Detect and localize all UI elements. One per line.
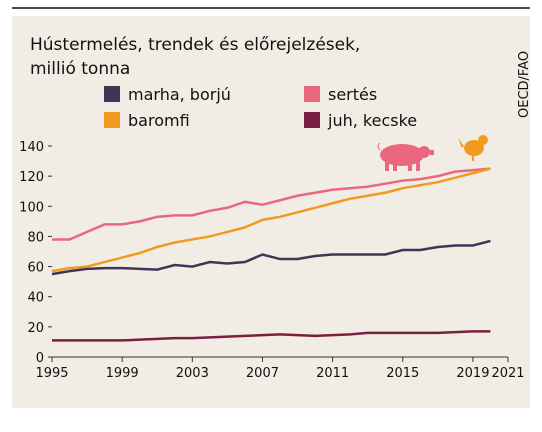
y-tick-label: 40 [27, 291, 44, 306]
chart-title: millió tonna [30, 59, 130, 79]
y-tick-label: 140 [19, 140, 44, 155]
chicken-icon [458, 135, 488, 161]
chart-title: Hústermelés, trendek és előrejelzések, [30, 35, 360, 55]
y-tick-label: 100 [19, 200, 44, 215]
x-tick-label: 2003 [176, 366, 209, 381]
y-tick-label: 120 [19, 170, 44, 185]
series-line [51, 167, 491, 273]
legend-swatch [104, 112, 120, 128]
x-tick-label: 1995 [35, 366, 68, 381]
y-tick-label: 0 [36, 351, 44, 366]
source: OECD/FAO [517, 51, 532, 118]
legend-label: baromfi [128, 111, 190, 130]
x-tick-label: 2021 [491, 366, 524, 381]
x-tick-label: 2019 [456, 366, 489, 381]
y-tick-label: 20 [27, 321, 44, 336]
y-tick-label: 80 [27, 230, 44, 245]
legend-swatch [304, 112, 320, 128]
legend-label: juh, kecske [327, 111, 417, 130]
x-tick-label: 2007 [246, 366, 279, 381]
x-tick-label: 2015 [386, 366, 419, 381]
y-tick-label: 60 [27, 261, 44, 276]
x-tick-label: 1999 [106, 366, 139, 381]
legend-swatch [304, 86, 320, 102]
series-line [52, 330, 491, 342]
legend-swatch [104, 86, 120, 102]
series-line [52, 167, 491, 241]
pig-icon [377, 142, 434, 171]
x-tick-label: 2011 [316, 366, 349, 381]
legend-label: marha, borjú [128, 85, 231, 104]
legend-label: sertés [328, 85, 377, 104]
panel [12, 16, 530, 408]
series-line [51, 239, 491, 276]
